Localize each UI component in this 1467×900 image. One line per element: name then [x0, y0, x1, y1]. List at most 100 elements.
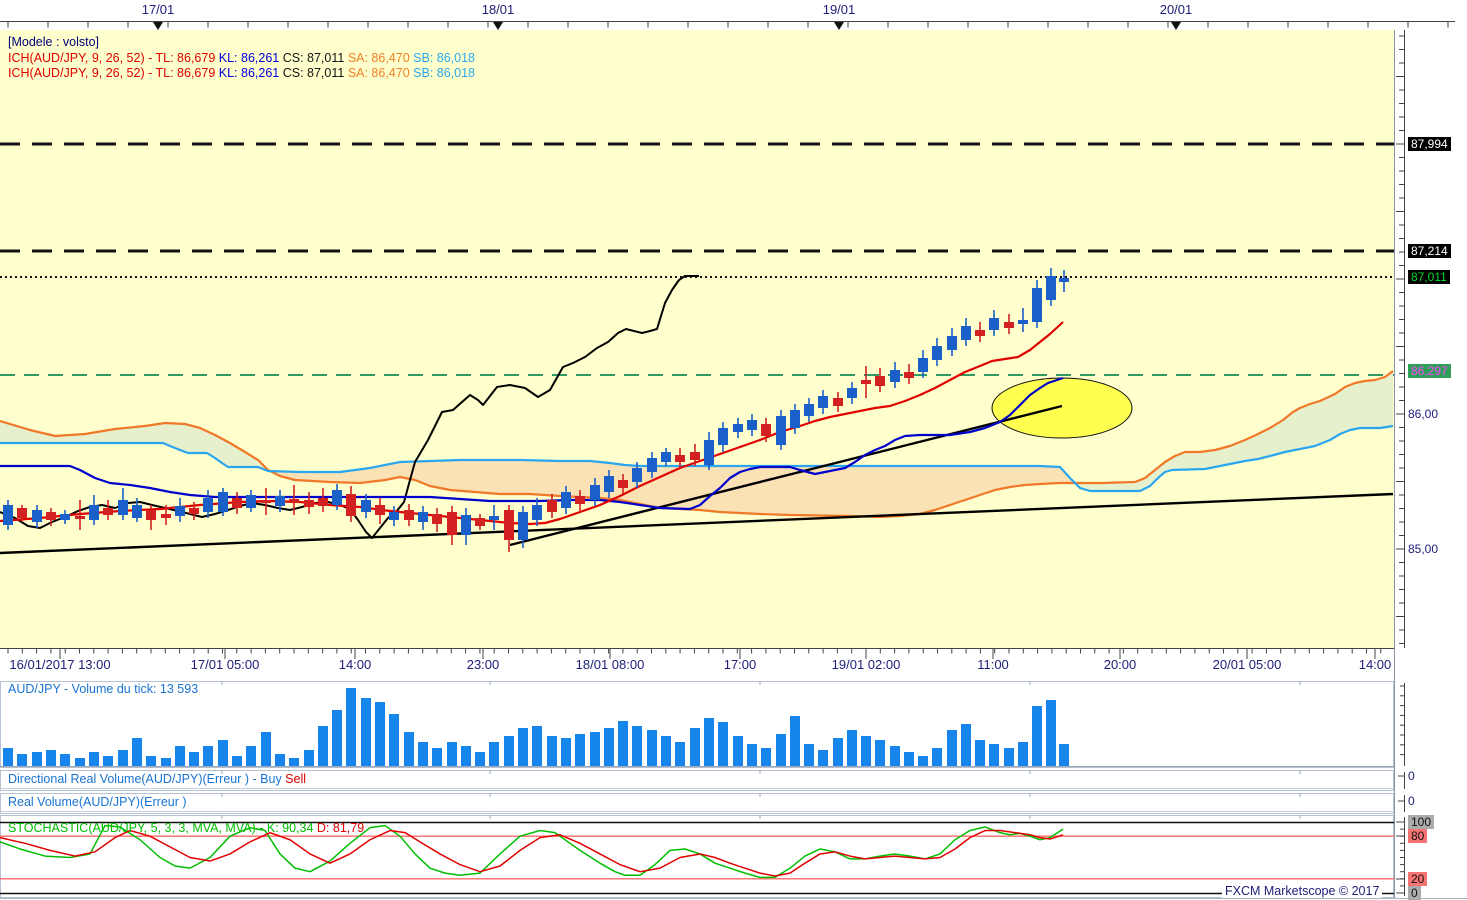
volume-bar [118, 750, 128, 766]
candle-body [1004, 322, 1014, 328]
candle-body [17, 508, 27, 518]
volume-bar [518, 728, 528, 766]
volume-bar [632, 726, 642, 766]
stochastic-d-line [0, 829, 1064, 877]
trendline-2 [509, 404, 1063, 547]
volume-bar [161, 758, 171, 766]
volume-bar [504, 736, 514, 766]
candlesticks [3, 268, 1069, 552]
volume-bar [3, 748, 13, 766]
volume-bar [647, 730, 657, 766]
candle-body [418, 512, 428, 522]
candle-body [818, 396, 828, 408]
candle-body [318, 498, 328, 506]
volume-bar [89, 752, 99, 766]
volume-bar [432, 748, 442, 766]
top-time-axis [0, 21, 1455, 30]
thin-panels [0, 681, 1394, 819]
candle-body [246, 495, 256, 508]
candle-body [861, 380, 871, 384]
candle-body [761, 424, 771, 436]
volume-bar [32, 752, 42, 766]
volume-bar [132, 738, 142, 766]
candle-body [804, 404, 814, 416]
panel-backgrounds [0, 30, 1467, 899]
candle-body [447, 512, 457, 535]
volume-bar [761, 748, 771, 766]
candle-body [261, 500, 271, 503]
volume-bar [918, 756, 928, 766]
volume-bar [532, 726, 542, 766]
candle-body [790, 410, 800, 428]
volume-bar [590, 732, 600, 766]
volume-bar [389, 714, 399, 766]
candle-body [432, 514, 442, 524]
candle-body [776, 416, 786, 445]
candle-body [332, 490, 342, 505]
senkou-b-line [0, 424, 1394, 493]
volume-bar [818, 750, 828, 766]
candle-body [604, 476, 614, 492]
candle-body [518, 512, 528, 540]
candle-body [947, 336, 957, 350]
volume-bar [890, 746, 900, 766]
chikou-and-trendlines [0, 275, 1394, 555]
candle-body [890, 370, 900, 382]
candle-body [161, 514, 171, 518]
volume-bar [790, 716, 800, 766]
volume-bar [904, 752, 914, 766]
candle-body [175, 506, 185, 516]
candle-body [932, 346, 942, 360]
volume-bar [246, 746, 256, 766]
volume-bar [718, 722, 728, 766]
lower-panel-axes [1396, 683, 1405, 896]
candle-body [675, 455, 685, 462]
candle-body [632, 468, 642, 482]
candle-body [690, 452, 700, 460]
candle-body [961, 326, 971, 340]
candle-body [275, 496, 285, 506]
volume-bar [218, 740, 228, 766]
candle-body [590, 485, 600, 500]
candle-body [718, 428, 728, 445]
date-marker-arrow [834, 22, 844, 30]
volume-bar [1032, 706, 1042, 766]
candle-body [504, 510, 514, 540]
annotation-ellipse [991, 377, 1133, 439]
candle-body [989, 318, 999, 330]
cloud-fill-green [1072, 371, 1393, 491]
candle-body [661, 452, 671, 462]
volume-bar [861, 736, 871, 766]
volume-bar [103, 756, 113, 766]
candle-body [461, 515, 471, 535]
candle-body [389, 512, 399, 520]
trendline-1 [0, 492, 1394, 555]
candle-body [1059, 278, 1069, 282]
volume-bar [604, 728, 614, 766]
date-marker-arrow [153, 22, 163, 30]
volume-bar [461, 746, 471, 766]
volume-bar [1018, 742, 1028, 766]
volume-bar [447, 742, 457, 766]
volume-bar [146, 756, 156, 766]
volume-bar [675, 742, 685, 766]
volume-bars [0, 688, 1394, 767]
volume-bar [203, 746, 213, 766]
candle-body [1018, 320, 1028, 324]
volume-bar [733, 736, 743, 766]
cloud-fill-tan [264, 460, 1072, 517]
candle-body [1046, 276, 1056, 300]
candle-body [747, 420, 757, 430]
volume-bar [704, 718, 714, 766]
volume-bar [661, 736, 671, 766]
volume-bar [361, 698, 371, 766]
volume-bar [46, 750, 56, 766]
volume-bar [318, 726, 328, 766]
candle-body [375, 505, 385, 515]
volume-bar [618, 721, 628, 766]
volume-bar [961, 724, 971, 766]
candle-body [146, 510, 156, 520]
candle-body [975, 330, 985, 336]
volume-bar [989, 744, 999, 766]
